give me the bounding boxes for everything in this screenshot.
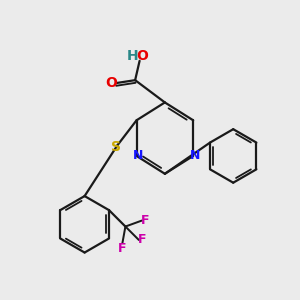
Text: N: N xyxy=(190,149,200,162)
Text: F: F xyxy=(141,214,150,227)
Text: O: O xyxy=(136,50,148,63)
Text: F: F xyxy=(118,242,127,255)
Text: O: O xyxy=(105,76,117,90)
Text: F: F xyxy=(138,233,147,246)
Text: S: S xyxy=(111,140,121,154)
Text: N: N xyxy=(133,149,143,162)
Text: H: H xyxy=(127,50,138,63)
